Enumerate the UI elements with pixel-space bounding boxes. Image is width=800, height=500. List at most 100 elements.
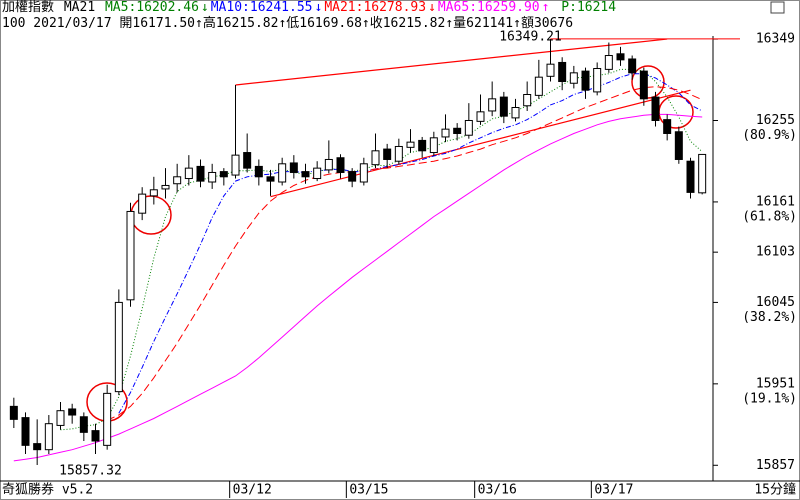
retracement-label: (61.8%)	[742, 209, 797, 224]
retracement-label: (19.1%)	[742, 391, 797, 406]
candle-body	[593, 68, 602, 93]
candle-body	[371, 150, 380, 166]
low-label: 15857.32	[59, 463, 122, 478]
price: P:16214	[561, 0, 617, 15]
retracement-label: (38.2%)	[742, 310, 797, 325]
candle-body	[429, 137, 438, 154]
candle-body	[476, 111, 485, 122]
y-tick-label: 16255	[756, 113, 795, 128]
candle-body	[196, 165, 205, 182]
candle-body	[324, 158, 333, 171]
legend-entry: MA65:16259.90	[437, 0, 540, 15]
x-tick-label: 03/12	[233, 483, 272, 498]
window-icon[interactable]	[770, 1, 785, 14]
candle-body	[558, 61, 567, 83]
period: 15分鐘	[754, 482, 796, 498]
trendline	[235, 38, 668, 86]
candle-body	[383, 148, 392, 160]
y-tick-label: 16045	[756, 295, 795, 310]
candle-body	[91, 430, 100, 442]
candle-body	[523, 94, 532, 107]
candle-body	[569, 72, 578, 84]
candle-body	[79, 416, 88, 433]
candle-body	[698, 153, 707, 194]
header-line-1: 加權指數 MA21 MA5:16202.46 ↓ MA10:16241.55 ↓ MA2…	[2, 0, 618, 16]
x-tick-label: 03/17	[594, 483, 633, 498]
candle-body	[278, 163, 287, 183]
candle-body	[348, 171, 357, 182]
candle-body	[453, 127, 462, 134]
candle-body	[208, 171, 217, 183]
candle-body	[138, 193, 147, 214]
candle-body	[68, 408, 77, 416]
trendline	[270, 89, 691, 198]
y-tick-label: 16103	[756, 245, 795, 260]
high-label: 16349.21	[499, 29, 562, 44]
candle-body	[231, 154, 240, 176]
ma-line	[106, 86, 703, 421]
candle-body	[359, 163, 368, 183]
y-tick-label: 16161	[756, 194, 795, 209]
candle-body	[686, 160, 695, 193]
candle-body	[639, 70, 648, 100]
ma-line	[13, 113, 703, 462]
legend-entry: MA5:16202.46	[104, 0, 199, 15]
y-tick-label: 15857	[756, 458, 795, 473]
legend: MA5:16202.46 ↓ MA10:16241.55 ↓ MA21:16278.93…	[105, 0, 551, 15]
legend-arrow: ↓	[200, 0, 209, 15]
candle-body	[126, 210, 135, 301]
candle-body	[464, 119, 473, 136]
candle-body	[511, 106, 520, 119]
highlight-circle	[631, 65, 665, 99]
indicator: MA21	[63, 0, 96, 15]
x-tick-label: 03/16	[478, 483, 517, 498]
highlight-circle	[130, 195, 172, 235]
y-tick-label: 16349	[756, 32, 795, 47]
candle-body	[301, 171, 310, 178]
candle-body	[161, 184, 170, 190]
x-tick-label: 03/15	[349, 483, 388, 498]
legend-arrow: ↓	[314, 0, 323, 15]
candle-body	[219, 171, 228, 178]
candle-body	[114, 301, 123, 393]
y-tick-label: 15951	[756, 376, 795, 391]
candle-body	[441, 128, 450, 138]
candle-body	[418, 139, 427, 152]
candle-body	[33, 443, 42, 451]
candle-body	[103, 392, 112, 446]
candle-body	[289, 162, 298, 173]
ma-line	[60, 68, 703, 431]
candle-body	[149, 189, 158, 197]
candle-body	[394, 145, 403, 162]
candle-body	[581, 70, 590, 91]
candle-body	[674, 131, 683, 160]
candle-body	[663, 119, 672, 134]
symbol: 加權指數	[2, 0, 55, 15]
ma-line	[118, 73, 703, 414]
candle-body	[173, 176, 182, 185]
candle-body	[616, 53, 625, 61]
legend-entry: MA10:16241.55	[210, 0, 313, 15]
candle-body	[336, 157, 345, 173]
candle-body	[488, 98, 497, 112]
candle-body	[21, 417, 30, 446]
candle-body	[604, 55, 613, 70]
candle-body	[266, 176, 275, 182]
candle-body	[628, 58, 637, 74]
brand: 奇狐勝券 v5.2	[2, 482, 93, 498]
candle-body	[243, 152, 252, 169]
candle-body	[534, 76, 543, 96]
candle-body	[56, 410, 65, 426]
candle-body	[406, 141, 415, 148]
candle-body	[651, 96, 660, 121]
candle-body	[184, 167, 193, 180]
candle-body	[254, 165, 263, 178]
header-line-2: 100 2021/03/17 開16171.50↑高16215.82↑低1616…	[2, 16, 574, 31]
candle-body	[9, 405, 18, 420]
candle-body	[499, 96, 508, 117]
legend-entry: MA21:16278.93	[324, 0, 427, 15]
retracement-label: (80.9%)	[742, 128, 797, 143]
